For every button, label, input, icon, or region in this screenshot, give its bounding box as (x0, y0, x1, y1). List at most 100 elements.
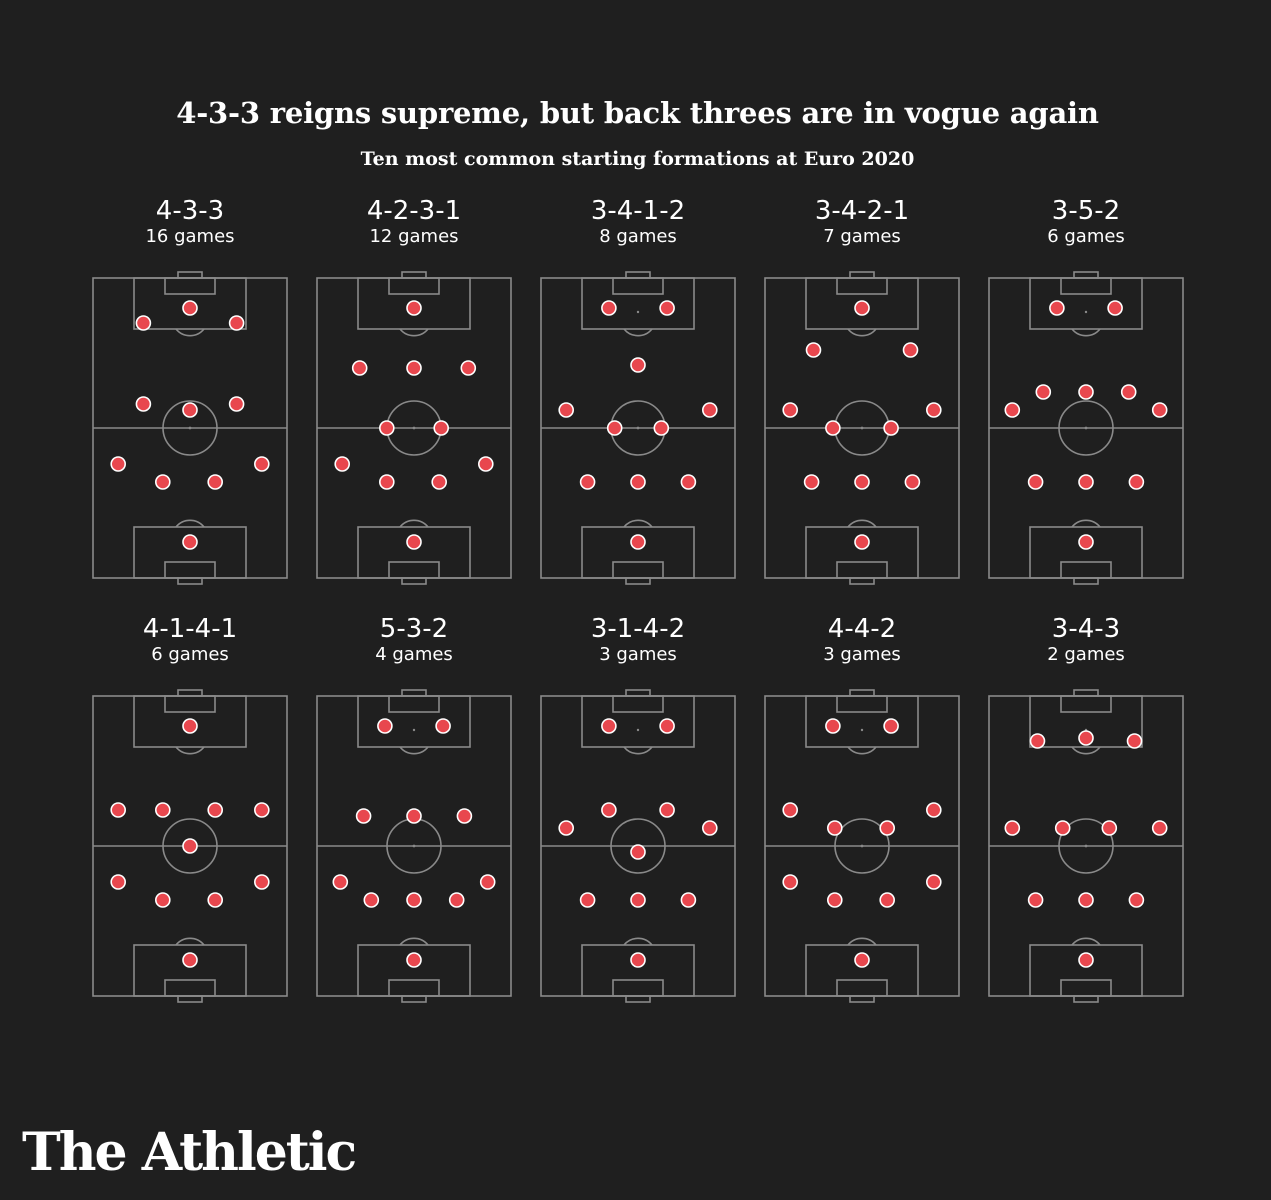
formation-name: 3-1-4-2 (590, 614, 686, 644)
player-marker (630, 844, 646, 860)
player-marker (254, 874, 270, 890)
player-marker (630, 952, 646, 968)
pitch-lines (316, 689, 512, 1003)
top-penalty-area (805, 695, 919, 748)
player-marker (355, 808, 372, 824)
player-marker (854, 300, 870, 316)
player-marker (904, 474, 921, 490)
pitch-diagram (764, 271, 960, 585)
player-marker (1049, 300, 1065, 316)
the-athletic-logo: The Athletic (22, 1122, 357, 1183)
player-marker (1120, 384, 1137, 400)
top-penalty-spot (860, 728, 864, 732)
player-marker (825, 420, 841, 436)
player-marker (460, 360, 477, 376)
player-marker (827, 892, 843, 908)
formation-panel: 3-1-4-2 3 games (538, 614, 738, 1003)
centre-spot (1084, 844, 1088, 848)
player-marker (182, 838, 198, 854)
top-six-yard-box (836, 277, 888, 295)
chart-subtitle: Ten most common starting formations at E… (360, 148, 915, 170)
formation-panel: 4-4-2 3 games (762, 614, 962, 1003)
bottom-goal (177, 577, 203, 585)
bottom-six-yard-box (164, 561, 216, 579)
centre-spot (860, 844, 864, 848)
top-penalty-arc (623, 746, 653, 755)
bottom-six-yard-box (836, 979, 888, 997)
bottom-goal (401, 995, 427, 1003)
centre-circle (162, 818, 218, 874)
player-marker (334, 456, 351, 472)
top-penalty-area (357, 695, 471, 748)
player-marker (155, 892, 171, 908)
bottom-goal (625, 577, 651, 585)
player-marker (1004, 402, 1021, 418)
bottom-penalty-arc (175, 937, 205, 946)
formation-panel: 4-1-4-1 6 games (90, 614, 290, 1003)
player-marker (182, 718, 198, 734)
centre-spot (188, 426, 192, 430)
top-penalty-arc (175, 746, 205, 755)
player-marker (207, 892, 223, 908)
player-marker (332, 874, 349, 890)
player-marker (1078, 952, 1094, 968)
pitch-diagram (764, 689, 960, 1003)
player-marker (110, 456, 127, 472)
player-marker (1128, 892, 1145, 908)
top-penalty-area (581, 277, 695, 330)
player-marker (782, 402, 799, 418)
player-marker (653, 420, 670, 436)
player-marker (926, 802, 942, 818)
pitch-diagram (316, 271, 512, 585)
player-marker (782, 802, 799, 818)
player-marker (630, 474, 646, 490)
top-six-yard-box (1060, 695, 1112, 713)
bottom-six-yard-box (388, 561, 440, 579)
top-penalty-area (581, 695, 695, 748)
pitch-lines (92, 271, 288, 585)
formation-games-count: 3 games (823, 644, 901, 665)
player-marker (207, 474, 223, 490)
player-marker (702, 402, 718, 418)
bottom-penalty-arc (1071, 937, 1101, 946)
top-six-yard-box (612, 695, 664, 713)
player-marker (659, 802, 675, 818)
player-marker (254, 456, 270, 472)
player-marker (155, 474, 171, 490)
player-marker (558, 402, 575, 418)
chart-title: 4-3-3 reigns supreme, but back threes ar… (176, 96, 1099, 130)
player-marker (827, 820, 843, 836)
top-penalty-area (1029, 277, 1143, 330)
centre-circle (162, 400, 218, 456)
top-goal (401, 271, 427, 279)
player-marker (854, 952, 870, 968)
bottom-six-yard-box (388, 979, 440, 997)
formation-games-count: 12 games (369, 226, 459, 247)
top-penalty-arc (847, 328, 877, 337)
formation-name: 3-4-3 (1051, 614, 1121, 644)
player-marker (782, 874, 799, 890)
bottom-goal (177, 995, 203, 1003)
formation-name: 4-1-4-1 (142, 614, 238, 644)
player-marker (854, 474, 870, 490)
top-six-yard-box (164, 277, 216, 295)
top-goal (625, 271, 651, 279)
formation-games-count: 7 games (823, 226, 901, 247)
player-marker (379, 420, 395, 436)
top-goal (177, 271, 203, 279)
player-marker (448, 892, 465, 908)
bottom-penalty-arc (175, 519, 205, 528)
player-marker (135, 396, 152, 412)
player-marker (579, 474, 596, 490)
pitch-diagram (988, 689, 1184, 1003)
player-marker (680, 474, 697, 490)
player-marker (630, 534, 646, 550)
bottom-penalty-arc (399, 519, 429, 528)
player-marker (805, 342, 822, 358)
top-penalty-arc (1071, 328, 1101, 337)
top-six-yard-box (388, 277, 440, 295)
centre-spot (412, 426, 416, 430)
formation-panel: 3-4-3 2 games (986, 614, 1186, 1003)
player-marker (825, 718, 841, 734)
top-penalty-spot (636, 310, 640, 314)
